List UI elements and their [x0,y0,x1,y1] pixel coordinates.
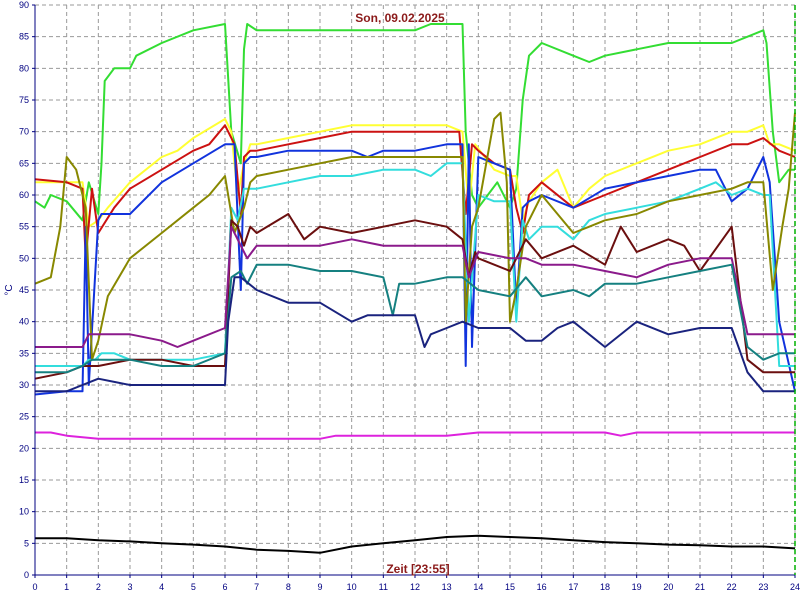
series-line-11 [35,431,795,440]
x-tick-label: 19 [632,582,642,592]
series-line-10 [35,276,795,393]
x-tick-label: 6 [222,582,227,592]
y-tick-label: 80 [19,63,29,73]
y-tick-label: 85 [19,32,29,42]
series-line-6 [34,111,796,361]
series-line-12 [35,534,796,554]
y-tick-label: 10 [19,507,29,517]
y-tick-label: 15 [19,475,29,485]
x-tick-label: 18 [600,582,610,592]
x-tick-label: 5 [191,582,196,592]
x-tick-label: 21 [695,582,705,592]
x-tick-label: 16 [537,582,547,592]
x-tick-label: 22 [727,582,737,592]
x-tick-label: 14 [473,582,483,592]
y-tick-label: 90 [19,0,29,10]
y-tick-label: 40 [19,317,29,327]
y-tick-label: 45 [19,285,29,295]
x-tick-label: 9 [317,582,322,592]
y-tick-label: 65 [19,158,29,168]
x-axis-label: Zeit [23:55] [386,562,449,576]
y-tick-label: 0 [24,570,29,580]
x-tick-label: 10 [347,582,357,592]
series-line-2 [35,118,796,228]
y-tick-label: 30 [19,380,29,390]
x-tick-label: 11 [379,582,388,592]
x-tick-label: 4 [159,582,164,592]
x-tick-label: 2 [96,582,101,592]
x-tick-label: 23 [758,582,768,592]
series-group [34,23,796,554]
x-tick-label: 8 [286,582,291,592]
x-tick-label: 20 [663,582,673,592]
y-tick-label: 25 [19,412,29,422]
y-tick-label: 5 [24,538,29,548]
x-tick-label: 24 [790,582,800,592]
series-line-9 [35,263,795,374]
series-line-1 [34,23,795,222]
y-tick-label: 50 [19,253,29,263]
x-tick-label: 1 [64,582,69,592]
y-tick-label: 35 [19,348,29,358]
x-tick-label: 3 [127,582,132,592]
x-tick-label: 7 [254,582,259,592]
series-line-4 [34,143,796,396]
y-tick-label: 70 [19,127,29,137]
x-tick-label: 15 [505,582,515,592]
y-axis-label: °C [4,284,15,295]
y-tick-label: 60 [19,190,29,200]
series-line-8 [35,225,795,348]
y-tick-label: 20 [19,443,29,453]
x-tick-label: 13 [442,582,452,592]
y-tick-label: 75 [19,95,29,105]
chart-title: Son, 09.02.2025 [355,11,445,25]
y-tick-label: 55 [19,222,29,232]
series-line-7 [34,213,795,380]
x-tick-label: 12 [410,582,420,592]
x-tick-label: 0 [32,582,37,592]
x-tick-label: 17 [568,582,578,592]
